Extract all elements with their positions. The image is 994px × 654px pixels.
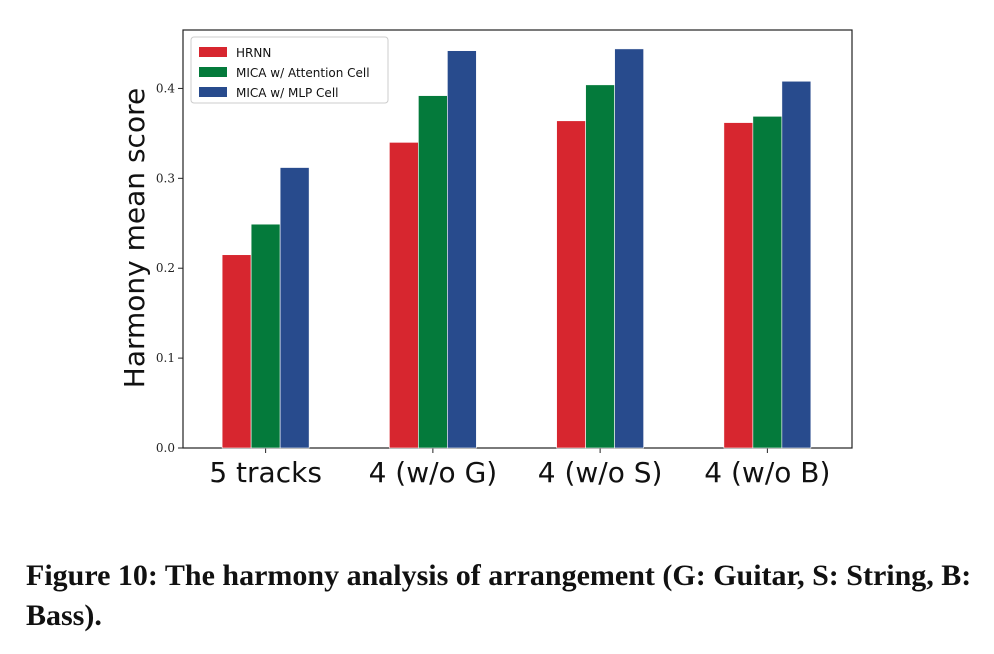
axes-frame <box>182 29 853 449</box>
y-tick-label: 0.3 <box>156 171 175 185</box>
bar-2-2 <box>418 95 448 449</box>
bar-1-2 <box>389 142 419 449</box>
bar-3-3 <box>614 48 644 449</box>
legend-entry: MICA w/ MLP Cell <box>236 86 339 100</box>
plot-area <box>182 29 853 449</box>
legend-entry: HRNN <box>236 46 271 60</box>
bar-2-3 <box>585 84 615 449</box>
x-tick-label: 5 tracks <box>209 456 322 489</box>
legend-swatch <box>199 87 227 97</box>
bar-2-4 <box>752 115 783 449</box>
y-tick-label: 0.2 <box>156 261 175 275</box>
x-tick-label: 4 (w/o B) <box>704 456 830 489</box>
x-tick-label: 4 (w/o G) <box>369 456 498 489</box>
legend: HRNN MICA w/ Attention Cell MICA w/ MLP Ce… <box>190 36 389 104</box>
bar-chart: 0.0 0.1 0.2 0.3 0.4 5 tracks 4 (w/o G) 4 (w/o … <box>118 29 853 489</box>
bar-3-1 <box>279 167 310 449</box>
legend-swatch <box>199 67 227 77</box>
legend-entry: MICA w/ Attention Cell <box>236 66 370 80</box>
bar-1-1 <box>221 254 252 449</box>
x-axis-ticks: 5 tracks 4 (w/o G) 4 (w/o S) 4 (w/o B) <box>209 448 830 489</box>
bars <box>221 48 812 449</box>
legend-swatch <box>199 47 227 57</box>
y-tick-label: 0.1 <box>156 351 175 365</box>
bar-2-1 <box>250 223 281 449</box>
bar-1-4 <box>723 122 754 449</box>
bar-3-2 <box>447 50 477 449</box>
y-tick-label: 0.4 <box>156 81 175 95</box>
y-tick-label: 0.0 <box>156 441 175 455</box>
bar-3-4 <box>781 80 812 449</box>
x-tick-label: 4 (w/o S) <box>538 456 663 489</box>
y-axis-ticks: 0.0 0.1 0.2 0.3 0.4 <box>156 81 183 455</box>
y-axis-label: Harmony mean score <box>118 88 151 388</box>
figure-caption: Figure 10: The harmony analysis of arran… <box>26 559 972 632</box>
bar-1-3 <box>556 120 586 449</box>
legend-box <box>190 36 389 104</box>
